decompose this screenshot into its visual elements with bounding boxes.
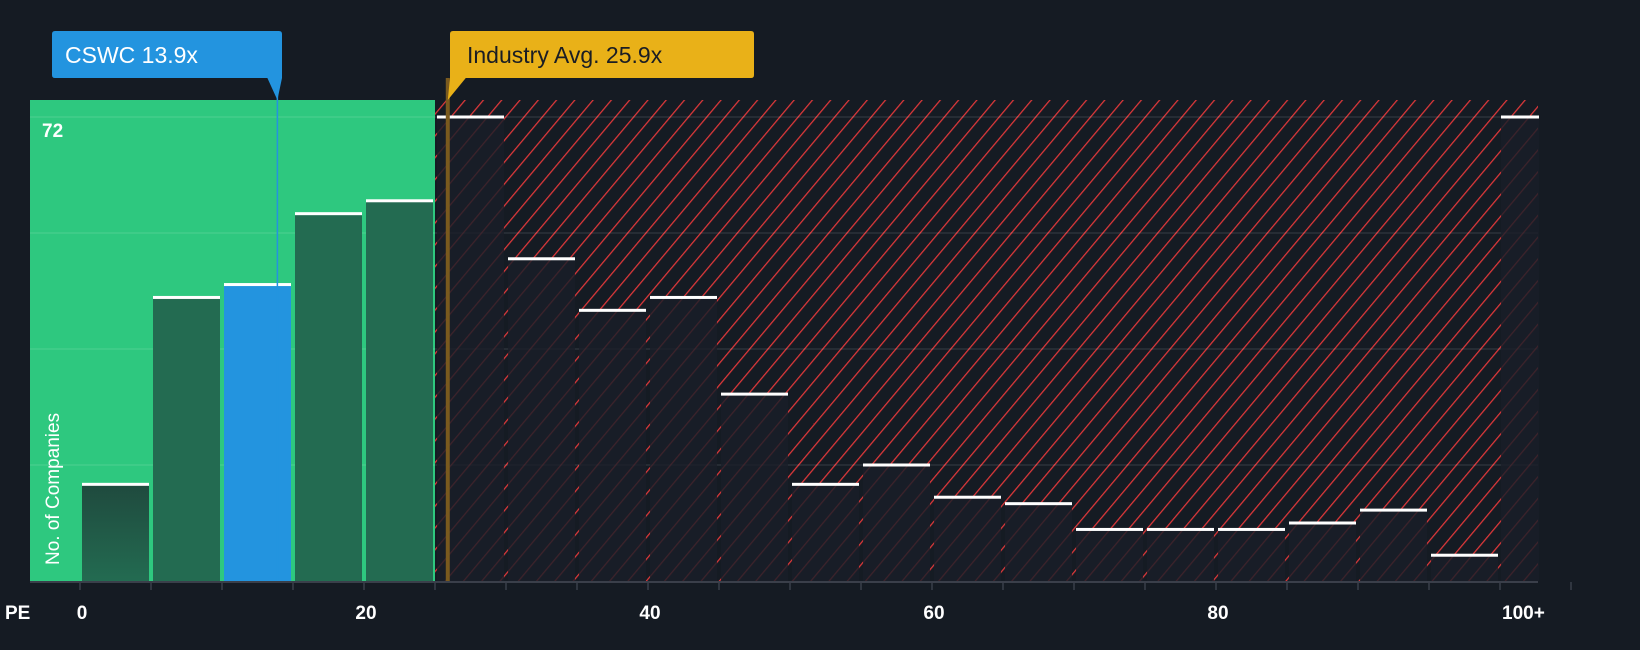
bar-75-80 xyxy=(1147,529,1214,581)
bar-45-50 xyxy=(721,394,788,581)
bar-30-35 xyxy=(508,258,575,581)
bar-5-10 xyxy=(153,297,220,581)
bar-top-60-65 xyxy=(934,495,1001,499)
y-max-label: 72 xyxy=(42,121,63,142)
bar-55-60 xyxy=(863,465,930,581)
bar-95-100 xyxy=(1431,555,1498,581)
bar-70-75 xyxy=(1076,529,1143,581)
bar-60-65 xyxy=(934,497,1001,581)
company-pe-callout xyxy=(52,31,282,100)
bar-top-95-100 xyxy=(1431,553,1498,557)
bar-40-45 xyxy=(650,297,717,581)
bar-top-100+ xyxy=(1501,115,1539,119)
bar-35-40 xyxy=(579,310,646,581)
bar-top-55-60 xyxy=(863,463,930,467)
bar-top-20-25 xyxy=(366,199,433,203)
x-tick-label: 20 xyxy=(355,603,376,624)
bar-65-70 xyxy=(1005,503,1072,581)
bar-top-45-50 xyxy=(721,392,788,396)
bar-top-0-5 xyxy=(82,482,149,486)
bar-top-25-30 xyxy=(437,115,504,119)
bar-top-80-85 xyxy=(1218,527,1285,531)
bar-85-90 xyxy=(1289,523,1356,581)
y-axis-label: No. of Companies xyxy=(43,413,64,565)
bar-top-50-55 xyxy=(792,482,859,486)
bar-top-15-20 xyxy=(295,212,362,216)
bar-top-90-95 xyxy=(1360,508,1427,512)
x-tick-label: 0 xyxy=(77,603,88,624)
bar-top-5-10 xyxy=(153,295,220,299)
bar-100+ xyxy=(1501,117,1539,581)
bar-80-85 xyxy=(1218,529,1285,581)
x-tick-label: 40 xyxy=(639,603,660,624)
bar-50-55 xyxy=(792,484,859,581)
bar-top-70-75 xyxy=(1076,527,1143,531)
bar-top-65-70 xyxy=(1005,502,1072,506)
bar-top-10-15 xyxy=(224,283,291,287)
bar-top-40-45 xyxy=(650,295,717,299)
bar-90-95 xyxy=(1360,510,1427,581)
bar-0-5 xyxy=(82,484,149,581)
bar-top-85-90 xyxy=(1289,521,1356,525)
x-axis-label: PE xyxy=(5,603,30,624)
bar-15-20 xyxy=(295,213,362,581)
company-pe-label: CSWC 13.9x xyxy=(65,42,198,68)
industry-avg-callout xyxy=(447,31,754,100)
x-tick-label: 80 xyxy=(1207,603,1228,624)
bar-top-75-80 xyxy=(1147,527,1214,531)
bar-20-25 xyxy=(366,200,433,581)
x-tick-label: 100+ xyxy=(1502,603,1545,624)
bar-top-35-40 xyxy=(579,308,646,312)
industry-avg-label: Industry Avg. 25.9x xyxy=(467,42,663,68)
bar-top-30-35 xyxy=(508,257,575,261)
bar-10-15 xyxy=(224,284,291,581)
x-tick-label: 60 xyxy=(923,603,944,624)
